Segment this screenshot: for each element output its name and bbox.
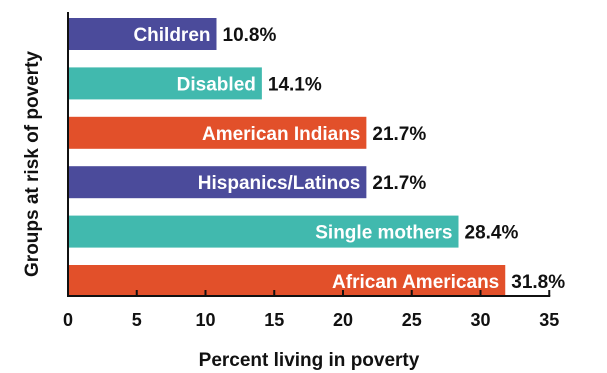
x-axis-ticks: 0 5 10 15 20 25 30 35	[63, 290, 559, 330]
x-tick-label: 25	[402, 310, 422, 330]
x-tick-label: 5	[132, 310, 142, 330]
bar-children	[68, 18, 217, 50]
bar-hispanics-latinos	[68, 166, 367, 199]
bar-disabled	[68, 67, 262, 100]
bar-african-americans	[68, 265, 506, 297]
bar-category-label: Hispanics/Latinos	[198, 173, 361, 194]
y-axis-title: Groups at risk of poverty	[22, 51, 43, 277]
bar-category-label: Children	[133, 25, 210, 46]
bar-value-label: 21.7%	[372, 173, 426, 194]
bar-category-label: American Indians	[202, 124, 360, 145]
bar-category-label: Single mothers	[315, 223, 452, 244]
bar-american-indians	[68, 116, 367, 149]
x-tick-label: 35	[539, 310, 559, 330]
x-tick-label: 20	[333, 310, 353, 330]
bar-value-label: 28.4%	[465, 223, 519, 244]
x-tick-label: 0	[63, 310, 73, 330]
bar-value-label: 14.1%	[268, 74, 322, 95]
bar-category-label: Disabled	[177, 74, 256, 95]
bars: Children 10.8% Disabled 14.1% American India…	[68, 18, 565, 297]
bar-category-label: African Americans	[332, 272, 499, 293]
x-tick-label: 15	[264, 310, 284, 330]
x-tick-label: 30	[470, 310, 490, 330]
bar-single-mothers	[68, 215, 459, 248]
x-tick-label: 10	[195, 310, 215, 330]
bar-value-label: 10.8%	[223, 25, 277, 46]
bar-value-label: 31.8%	[511, 272, 565, 293]
x-axis-title: Percent living in poverty	[199, 350, 420, 371]
bar-value-label: 21.7%	[372, 124, 426, 145]
